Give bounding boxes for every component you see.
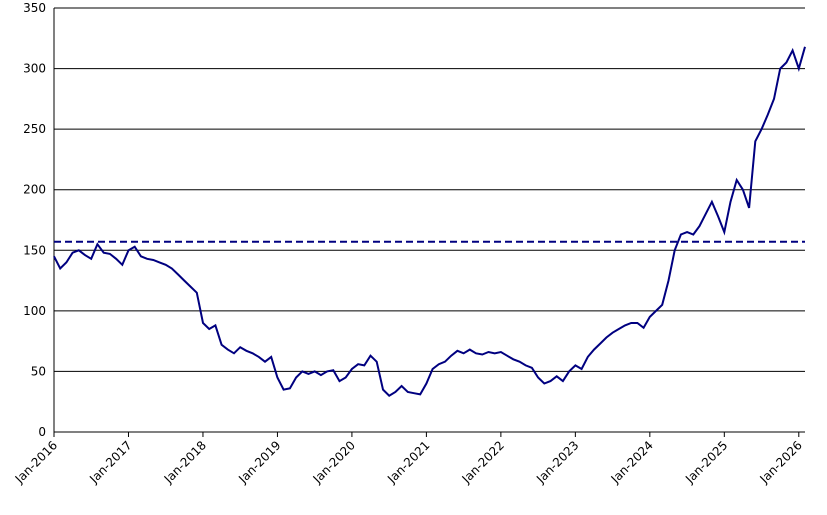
x-tick-label: Jan-2018 <box>161 438 209 486</box>
y-tick-label: 350 <box>23 1 46 15</box>
y-tick-label: 250 <box>23 122 46 136</box>
x-tick-label: Jan-2024 <box>608 438 656 486</box>
y-tick-label: 0 <box>38 425 46 439</box>
x-tick-label: Jan-2016 <box>12 438 60 486</box>
x-tick-label: Jan-2019 <box>235 438 283 486</box>
x-tick-label: Jan-2023 <box>533 438 581 486</box>
x-tick-label: Jan-2022 <box>459 438 507 486</box>
x-tick-label: Jan-2021 <box>384 438 432 486</box>
line-series <box>53 46 806 397</box>
y-tick-label: 100 <box>23 304 46 318</box>
y-tick-label: 50 <box>31 364 46 378</box>
x-tick-label: Jan-2017 <box>86 438 134 486</box>
y-tick-label: 150 <box>23 243 46 257</box>
x-tick-label: Jan-2020 <box>310 438 358 486</box>
x-tick-label: Jan-2026 <box>757 438 805 486</box>
y-tick-label: 300 <box>23 62 46 76</box>
y-tick-label: 200 <box>23 183 46 197</box>
x-tick-label: Jan-2025 <box>682 438 730 486</box>
